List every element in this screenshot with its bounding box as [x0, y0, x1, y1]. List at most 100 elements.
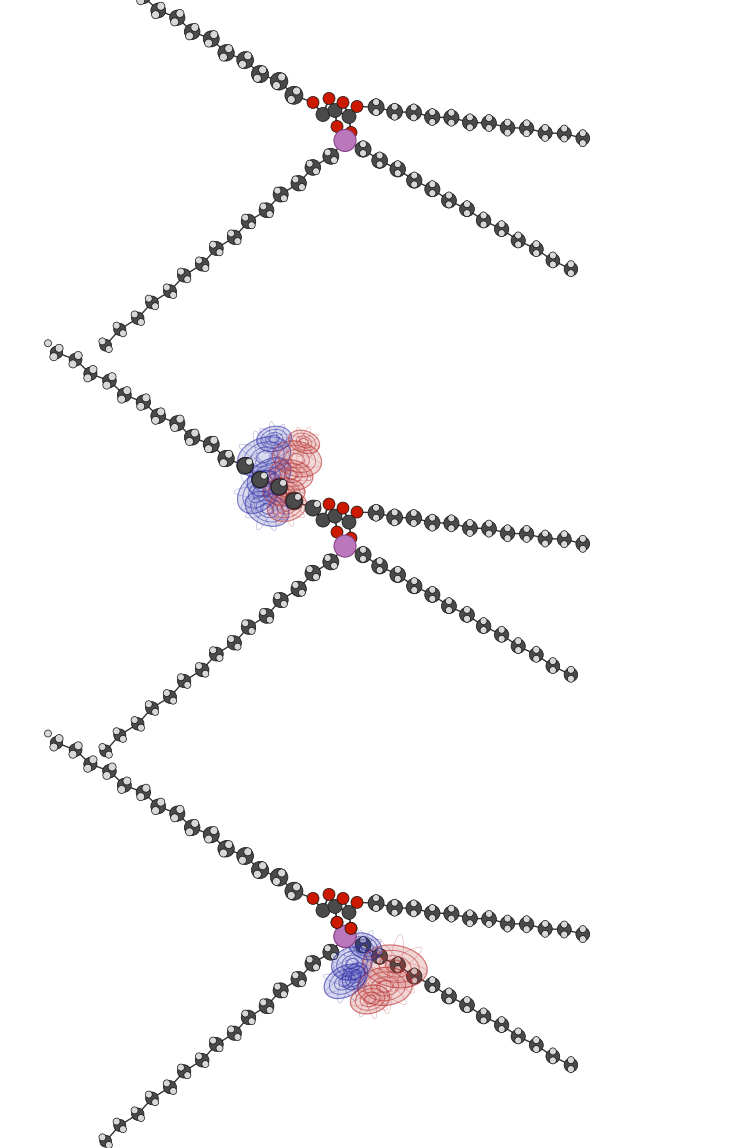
- Circle shape: [75, 742, 82, 750]
- Ellipse shape: [348, 933, 382, 960]
- Circle shape: [557, 126, 571, 140]
- Circle shape: [529, 242, 543, 256]
- Circle shape: [69, 354, 82, 366]
- Circle shape: [334, 925, 356, 947]
- Circle shape: [390, 162, 405, 177]
- Circle shape: [259, 999, 274, 1014]
- Circle shape: [210, 241, 216, 248]
- Circle shape: [359, 149, 367, 156]
- Circle shape: [227, 636, 241, 650]
- Circle shape: [298, 184, 306, 191]
- Circle shape: [270, 478, 288, 496]
- Circle shape: [500, 916, 515, 931]
- Circle shape: [287, 892, 295, 899]
- Circle shape: [523, 925, 530, 932]
- Circle shape: [441, 988, 456, 1003]
- Circle shape: [328, 103, 342, 117]
- Circle shape: [323, 944, 339, 960]
- Circle shape: [538, 922, 552, 936]
- Circle shape: [373, 504, 379, 511]
- Circle shape: [549, 667, 556, 674]
- Circle shape: [316, 108, 330, 122]
- Ellipse shape: [357, 968, 413, 1006]
- Circle shape: [568, 261, 574, 267]
- Circle shape: [274, 592, 281, 599]
- Circle shape: [407, 172, 422, 188]
- Circle shape: [170, 814, 179, 822]
- Circle shape: [75, 351, 82, 359]
- Circle shape: [391, 114, 398, 121]
- Circle shape: [568, 1065, 574, 1072]
- Circle shape: [234, 643, 241, 650]
- Circle shape: [359, 546, 367, 553]
- Circle shape: [533, 249, 539, 257]
- Circle shape: [351, 101, 363, 113]
- Circle shape: [204, 835, 213, 843]
- Circle shape: [108, 763, 116, 771]
- Circle shape: [411, 977, 418, 984]
- Circle shape: [337, 96, 349, 108]
- Circle shape: [376, 567, 383, 574]
- Circle shape: [394, 566, 401, 573]
- Circle shape: [351, 897, 363, 908]
- Circle shape: [120, 736, 126, 743]
- Circle shape: [390, 567, 405, 582]
- Circle shape: [372, 558, 387, 574]
- Circle shape: [191, 429, 199, 437]
- Circle shape: [259, 608, 274, 623]
- Circle shape: [425, 181, 440, 196]
- Circle shape: [248, 222, 255, 228]
- Circle shape: [391, 519, 398, 526]
- Circle shape: [89, 755, 97, 763]
- Circle shape: [424, 109, 440, 125]
- Circle shape: [494, 222, 508, 236]
- Circle shape: [291, 581, 306, 597]
- Circle shape: [533, 646, 539, 653]
- Circle shape: [576, 537, 590, 551]
- Circle shape: [568, 1056, 574, 1063]
- Circle shape: [576, 131, 590, 145]
- Circle shape: [103, 771, 111, 779]
- Circle shape: [546, 1049, 559, 1063]
- Circle shape: [446, 598, 452, 605]
- Circle shape: [529, 1038, 543, 1052]
- Circle shape: [191, 23, 199, 31]
- Circle shape: [538, 532, 552, 545]
- Circle shape: [429, 915, 435, 922]
- Circle shape: [460, 998, 475, 1013]
- Circle shape: [480, 212, 487, 219]
- Circle shape: [561, 541, 568, 548]
- Circle shape: [210, 1037, 216, 1044]
- Circle shape: [406, 104, 421, 121]
- Circle shape: [466, 529, 473, 536]
- Circle shape: [163, 284, 170, 290]
- Circle shape: [84, 758, 97, 770]
- Circle shape: [117, 388, 131, 402]
- Circle shape: [100, 1135, 111, 1147]
- Circle shape: [184, 276, 191, 282]
- Circle shape: [142, 394, 150, 402]
- Circle shape: [331, 121, 343, 132]
- Circle shape: [280, 195, 287, 202]
- Circle shape: [216, 1045, 223, 1052]
- Circle shape: [291, 176, 306, 191]
- Circle shape: [328, 899, 342, 914]
- Circle shape: [177, 269, 184, 276]
- Circle shape: [514, 1037, 522, 1044]
- Circle shape: [196, 662, 202, 669]
- Circle shape: [177, 269, 191, 282]
- Circle shape: [391, 899, 398, 906]
- Circle shape: [316, 903, 330, 917]
- Circle shape: [227, 1026, 235, 1033]
- Circle shape: [131, 1107, 138, 1114]
- Circle shape: [323, 498, 335, 510]
- Circle shape: [394, 956, 401, 963]
- Circle shape: [494, 1018, 508, 1032]
- Circle shape: [272, 82, 280, 90]
- Circle shape: [411, 172, 418, 179]
- Circle shape: [549, 1048, 556, 1055]
- Circle shape: [292, 87, 300, 95]
- Circle shape: [123, 387, 131, 395]
- Circle shape: [137, 785, 151, 800]
- Circle shape: [323, 93, 335, 104]
